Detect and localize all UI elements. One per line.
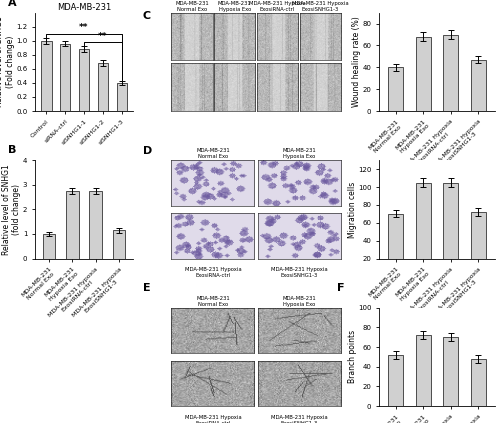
Text: A: A	[8, 0, 16, 8]
Title: MDA-MB-231
Normal Exo: MDA-MB-231 Normal Exo	[196, 148, 230, 159]
Bar	[42, 234, 56, 258]
Bar	[416, 335, 431, 406]
Text: **: **	[80, 23, 89, 33]
Bar	[41, 41, 51, 111]
Y-axis label: Relative level of SNHG1
(Fold change): Relative level of SNHG1 (Fold change)	[0, 16, 14, 107]
Y-axis label: Migration cells: Migration cells	[348, 181, 356, 237]
Title: MDA-MB-231 Hypoxia
ExosiSNHG1-3: MDA-MB-231 Hypoxia ExosiSNHG1-3	[292, 1, 348, 11]
Bar	[388, 355, 404, 406]
Title: MDA-MB-231: MDA-MB-231	[57, 3, 111, 12]
Bar	[79, 49, 89, 111]
Bar	[112, 230, 126, 258]
Title: MDA-MB-231 Hypoxia
ExosiRNA-ctrl: MDA-MB-231 Hypoxia ExosiRNA-ctrl	[249, 1, 306, 11]
Title: MDA-MB-231
Normal Exo: MDA-MB-231 Normal Exo	[196, 296, 230, 307]
Bar	[471, 60, 486, 111]
Bar	[416, 37, 431, 111]
Text: MDA-MB-231 Hypoxia
ExosiSNHG1-3: MDA-MB-231 Hypoxia ExosiSNHG1-3	[271, 415, 328, 423]
Bar	[60, 44, 70, 111]
Title: MDA-MB-231
Normal Exo: MDA-MB-231 Normal Exo	[175, 1, 209, 11]
Text: **: **	[98, 32, 108, 41]
Y-axis label: Relative level of SNHG1
(fold change): Relative level of SNHG1 (fold change)	[2, 164, 21, 255]
Text: MDA-MB-231 Hypoxia
ExosiRNA-ctrl: MDA-MB-231 Hypoxia ExosiRNA-ctrl	[184, 267, 241, 277]
Text: MDA-MB-231 Hypoxia
ExosiSNHG1-3: MDA-MB-231 Hypoxia ExosiSNHG1-3	[271, 267, 328, 277]
Bar	[388, 214, 404, 277]
Bar	[90, 191, 102, 258]
Bar	[444, 183, 458, 277]
Text: C: C	[142, 11, 150, 21]
Title: MDA-MB-231
Hypoxia Exo: MDA-MB-231 Hypoxia Exo	[218, 1, 252, 11]
Title: MDA-MB-231
Hypoxia Exo: MDA-MB-231 Hypoxia Exo	[282, 296, 316, 307]
Bar	[66, 191, 79, 258]
Y-axis label: Branch points: Branch points	[348, 330, 356, 384]
Bar	[388, 67, 404, 111]
Text: MDA-MB-231 Hypoxia
ExosiRNA-ctrl: MDA-MB-231 Hypoxia ExosiRNA-ctrl	[184, 415, 241, 423]
Text: F: F	[338, 283, 345, 294]
Text: B: B	[8, 146, 16, 156]
Bar	[98, 63, 108, 111]
Title: MDA-MB-231
Hypoxia Exo: MDA-MB-231 Hypoxia Exo	[282, 148, 316, 159]
Text: E: E	[142, 283, 150, 294]
Bar	[116, 83, 127, 111]
Bar	[444, 337, 458, 406]
Y-axis label: Wound healing rate (%): Wound healing rate (%)	[352, 16, 361, 107]
Bar	[471, 359, 486, 406]
Bar	[471, 212, 486, 277]
Text: D: D	[142, 146, 152, 156]
Bar	[444, 35, 458, 111]
Bar	[416, 183, 431, 277]
